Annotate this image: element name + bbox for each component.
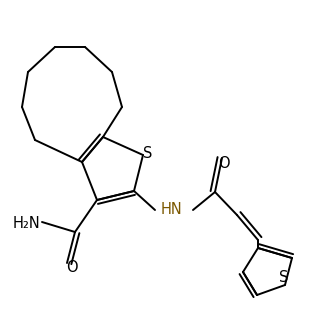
Text: H₂N: H₂N bbox=[12, 216, 40, 232]
Text: O: O bbox=[218, 155, 230, 171]
Text: O: O bbox=[66, 261, 78, 276]
Text: S: S bbox=[143, 147, 153, 162]
Text: HN: HN bbox=[161, 203, 183, 217]
Text: S: S bbox=[279, 269, 289, 285]
